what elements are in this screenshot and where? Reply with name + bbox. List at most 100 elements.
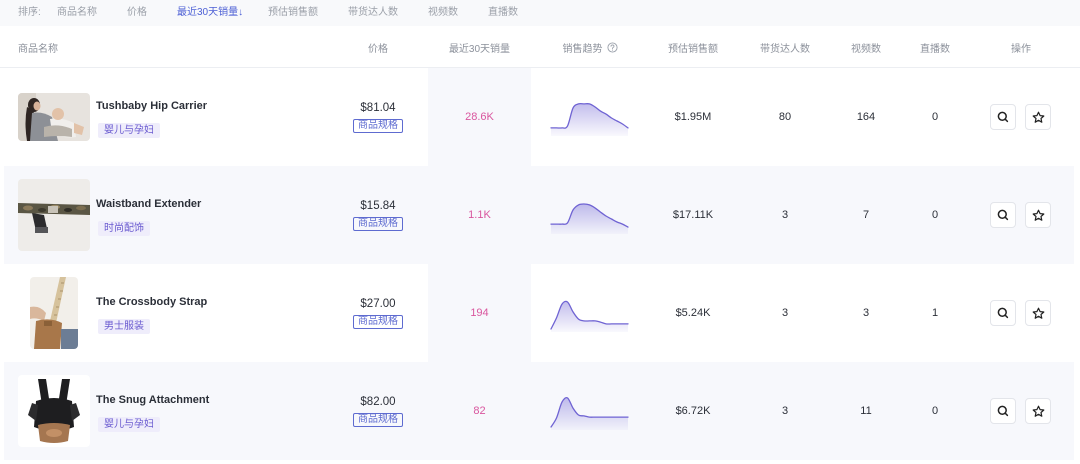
revenue-value: $17.11K — [672, 209, 714, 221]
column-header-lives: 直播数 — [895, 28, 975, 67]
live-count: 1 — [931, 307, 939, 319]
product-title[interactable]: The Crossbody Strap — [96, 296, 208, 308]
sales-30d-value: 194 — [470, 307, 489, 319]
sales-trend-chart — [550, 102, 629, 136]
product-image — [30, 277, 78, 349]
sales-30d-value: 82 — [473, 405, 486, 417]
search-button[interactable] — [990, 300, 1016, 326]
product-thumbnail[interactable] — [18, 179, 90, 251]
spec-button[interactable]: 商品规格 — [353, 119, 403, 133]
video-cell: 11 — [826, 362, 906, 460]
search-button[interactable] — [990, 398, 1016, 424]
table-row: Waistband Extender 时尚配饰 $15.84 商品规格 1.1K… — [4, 166, 1074, 264]
product-image — [18, 179, 90, 251]
favorite-button[interactable] — [1025, 300, 1051, 326]
live-cell: 1 — [895, 264, 975, 362]
column-header-revenue-label: 预估销售额 — [668, 44, 718, 55]
live-count: 0 — [931, 405, 939, 417]
product-thumbnail[interactable] — [18, 277, 90, 349]
star-icon — [1032, 111, 1044, 123]
spec-button[interactable]: 商品规格 — [353, 315, 403, 329]
sort-option-price[interactable]: 价格 — [127, 7, 147, 18]
trend-line — [550, 203, 629, 228]
column-header-influencers-label: 带货达人数 — [760, 44, 810, 55]
sort-option-revenue[interactable]: 预估销售额 — [268, 7, 318, 18]
trend-line — [550, 102, 629, 129]
price-cell: $27.00 商品规格 — [328, 264, 428, 362]
sort-bar: 排序: 商品名称 价格 最近30天销量↓ 预估销售额 带货达人数 视频数 直播数 — [0, 0, 1080, 26]
column-header-trend: 销售趋势 — [540, 28, 640, 67]
video-count: 164 — [856, 111, 876, 123]
spec-button[interactable]: 商品规格 — [353, 217, 403, 231]
column-header-name-label: 商品名称 — [18, 44, 58, 55]
product-title[interactable]: Tushbaby Hip Carrier — [96, 100, 208, 112]
revenue-cell: $6.72K — [643, 362, 743, 460]
sales-30d-value: 28.6K — [465, 111, 494, 123]
revenue-cell: $17.11K — [643, 166, 743, 264]
product-title[interactable]: Waistband Extender — [96, 198, 202, 210]
table-row: Tushbaby Hip Carrier 婴儿与孕妇 $81.04 商品规格 2… — [4, 68, 1074, 166]
spec-button[interactable]: 商品规格 — [353, 413, 403, 427]
table-row: The Snug Attachment 婴儿与孕妇 $82.00 商品规格 82… — [4, 362, 1074, 460]
influencer-count: 3 — [781, 307, 789, 319]
video-count: 11 — [860, 405, 872, 417]
influencer-count: 80 — [778, 111, 792, 123]
column-header-price-label: 价格 — [368, 44, 388, 55]
sales-30d-cell: 194 — [428, 264, 531, 362]
sales-trend-chart — [550, 397, 629, 430]
product-thumbnail[interactable] — [18, 375, 90, 447]
sales-30d-cell: 1.1K — [428, 166, 531, 264]
live-count: 0 — [931, 111, 939, 123]
favorite-button[interactable] — [1025, 202, 1051, 228]
search-button[interactable] — [990, 104, 1016, 130]
star-icon — [1032, 307, 1044, 319]
favorite-button[interactable] — [1025, 104, 1051, 130]
sales-30d-value: 1.1K — [468, 209, 491, 221]
sales-30d-cell: 28.6K — [428, 68, 531, 166]
video-cell: 164 — [826, 68, 906, 166]
influencer-cell: 3 — [745, 362, 825, 460]
revenue-cell: $5.24K — [643, 264, 743, 362]
influencer-count: 3 — [781, 209, 789, 221]
live-cell: 0 — [895, 166, 975, 264]
star-icon — [1032, 209, 1044, 221]
trend-line — [550, 300, 629, 330]
sort-option-lives[interactable]: 直播数 — [488, 7, 518, 18]
search-button[interactable] — [990, 202, 1016, 228]
help-circle-icon[interactable] — [606, 42, 618, 53]
video-count: 3 — [862, 307, 870, 319]
search-icon — [997, 111, 1009, 123]
column-header-videos: 视频数 — [826, 28, 906, 67]
revenue-value: $6.72K — [675, 405, 711, 417]
product-image — [18, 93, 90, 141]
live-cell: 0 — [895, 68, 975, 166]
video-count: 7 — [862, 209, 870, 221]
price-cell: $82.00 商品规格 — [328, 362, 428, 460]
column-header-lives-label: 直播数 — [920, 44, 950, 55]
sort-option-name[interactable]: 商品名称 — [57, 7, 97, 18]
influencer-cell: 3 — [745, 166, 825, 264]
product-thumbnail[interactable] — [18, 81, 90, 153]
sort-option-videos[interactable]: 视频数 — [428, 7, 458, 18]
category-tag: 婴儿与孕妇 — [98, 417, 160, 432]
sort-option-sales-30d[interactable]: 最近30天销量↓ — [177, 7, 244, 18]
column-header-name: 商品名称 — [18, 28, 138, 67]
product-image — [18, 375, 90, 447]
table-row: The Crossbody Strap 男士服装 $27.00 商品规格 194… — [4, 264, 1074, 362]
favorite-button[interactable] — [1025, 398, 1051, 424]
column-header-price: 价格 — [328, 28, 428, 67]
column-header-sales-30d-label: 最近30天销量 — [448, 44, 511, 55]
revenue-value: $5.24K — [675, 307, 711, 319]
revenue-value: $1.95M — [674, 111, 712, 123]
video-cell: 3 — [826, 264, 906, 362]
sales-30d-cell: 82 — [428, 362, 531, 460]
influencer-cell: 3 — [745, 264, 825, 362]
search-icon — [997, 405, 1009, 417]
live-cell: 0 — [895, 362, 975, 460]
sort-label: 排序: — [18, 7, 41, 18]
product-title[interactable]: The Snug Attachment — [96, 394, 210, 406]
price-value: $15.84 — [360, 200, 396, 212]
column-header-actions-label: 操作 — [1011, 44, 1031, 55]
search-icon — [997, 209, 1009, 221]
sort-option-influencers[interactable]: 带货达人数 — [348, 7, 398, 18]
